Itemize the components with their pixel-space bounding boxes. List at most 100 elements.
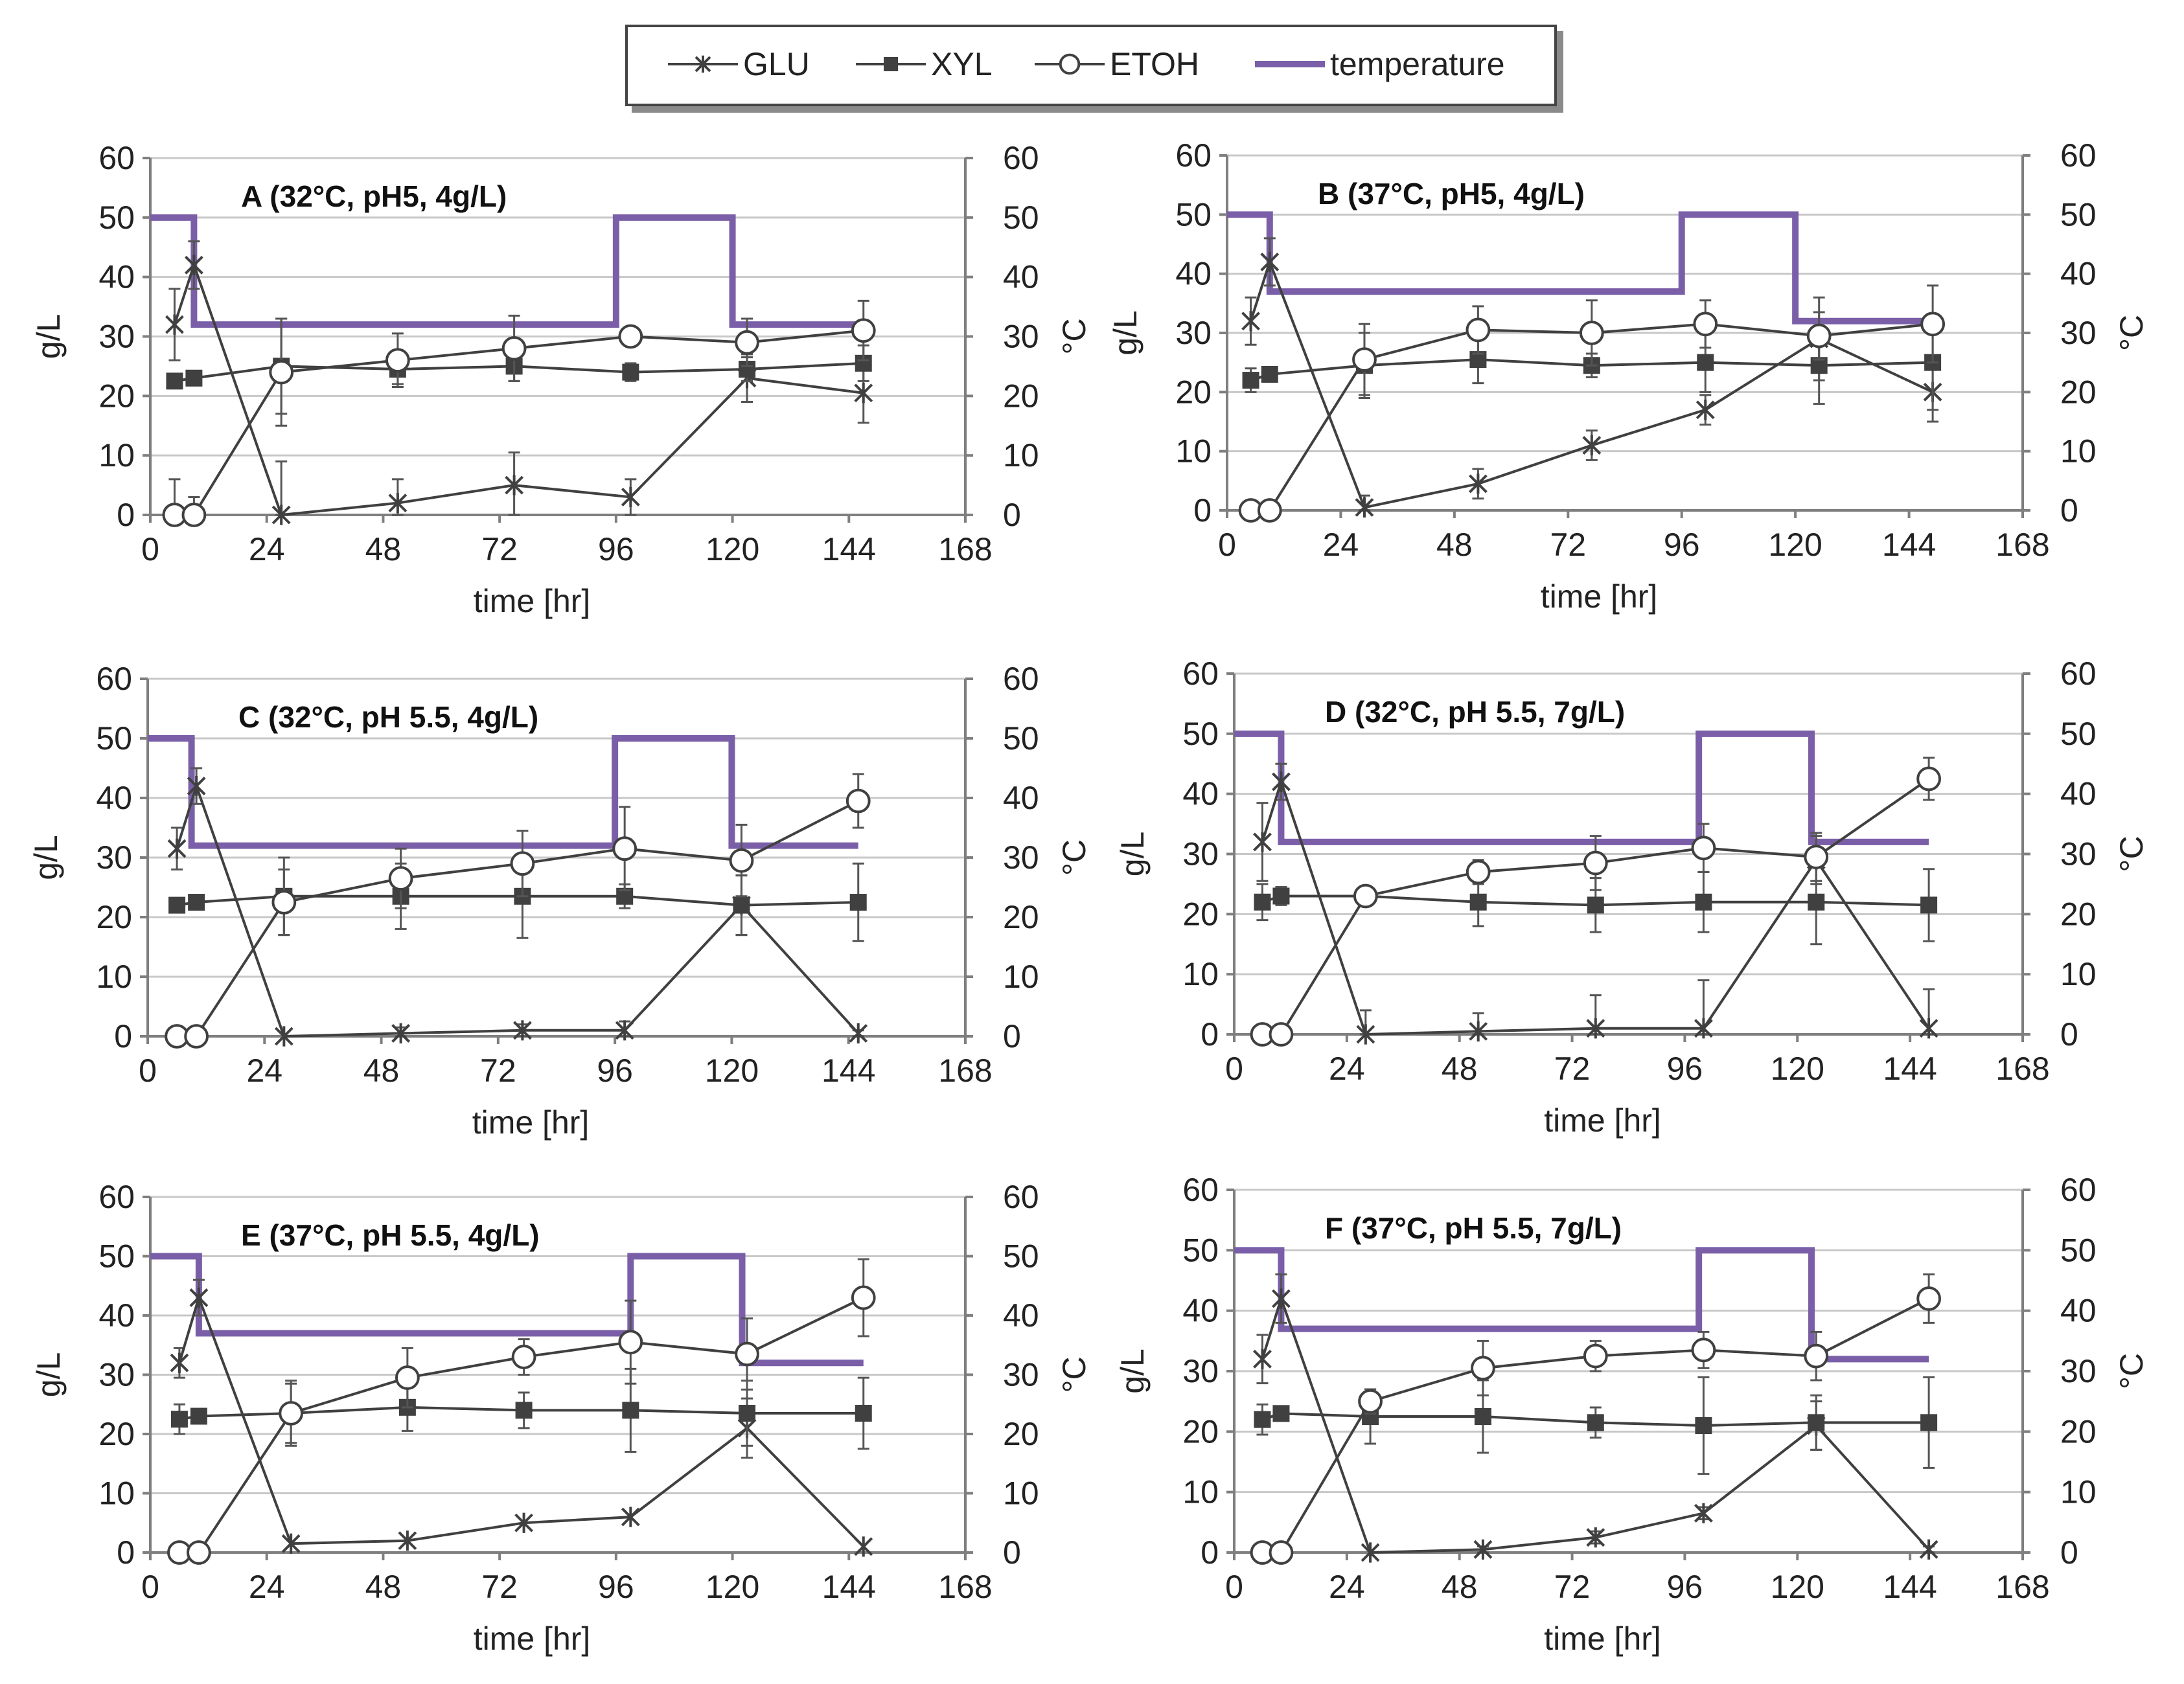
panel-d-ytick-label-left: 30 [1182, 836, 1219, 872]
panel-a-glu-point [388, 493, 408, 514]
panel-f-ytick-label-right: 20 [2060, 1413, 2097, 1450]
chart-legend: GLU XYL ETOH temperature [625, 25, 1557, 106]
panel-e-etoh-point [279, 1401, 304, 1426]
panel-b-xtick-label: 120 [1768, 527, 1822, 563]
panel-d-temperature-line [1234, 730, 1929, 845]
panel-c-xyl-point [188, 894, 205, 911]
panel-d-glu-line [1261, 777, 1930, 1036]
panel-d-xtick-label: 120 [1771, 1051, 1824, 1087]
panel-e-xyl-line [179, 1405, 864, 1421]
panel-c-glu-line [176, 782, 860, 1038]
panel-a-etoh-line [174, 329, 864, 516]
panel-a-glu-point [165, 314, 184, 335]
panel-e-xyl-point [515, 1402, 533, 1419]
panel-a-xtick-label: 24 [249, 531, 285, 567]
panel-b-etoh-line [1250, 323, 1933, 512]
panel-c-ytick-label-right: 40 [1003, 780, 1039, 816]
panel-e-ylabel: g/L [30, 1352, 67, 1398]
panel-d-xyl-line [1261, 894, 1929, 907]
panel-a-y2label: °C [1056, 318, 1092, 354]
panel-e-glu-point [854, 1536, 873, 1557]
panel-c-ylabel: g/L [28, 835, 64, 880]
panel-b-y2label: °C [2113, 315, 2150, 351]
panel-f-ytick-label-right: 0 [2060, 1534, 2078, 1571]
panel-f-title: F (37°C, pH 5.5, 7g/L) [1325, 1211, 1622, 1245]
panel-e-xtick-label: 24 [249, 1569, 285, 1605]
panel-b-ytick-label-left: 10 [1175, 433, 1212, 470]
panel-c-ytick-label-left: 50 [96, 720, 132, 757]
panel-a-ytick-label-right: 60 [1003, 140, 1039, 176]
panel-d-ytick-label-right: 40 [2060, 776, 2097, 812]
panel-f-glu-point [1361, 1542, 1380, 1563]
panel-e-xyl-point [170, 1411, 188, 1428]
panel-c-glu-point [391, 1023, 411, 1043]
panel-a-xtick-label: 168 [938, 531, 992, 567]
panel-c-glu-point [167, 838, 187, 859]
panel-d-xyl-point [1587, 896, 1604, 914]
panel-a-glu-line [173, 261, 864, 517]
panel-f-xyl-line [1261, 1412, 1929, 1428]
panel-f-ytick-label-right: 60 [2060, 1172, 2097, 1208]
panel-d-etoh-point [1583, 850, 1608, 876]
panel-d-ytick-label-left: 0 [1201, 1016, 1219, 1052]
panel-d-xlabel: time [hr] [1544, 1102, 1661, 1139]
panel-f-etoh-point [1691, 1337, 1716, 1363]
panel-d-ytick-label-right: 30 [2060, 836, 2097, 872]
panel-d-glu-point [1253, 832, 1272, 852]
panel-a-title: A (32°C, pH5, 4g/L) [241, 179, 507, 213]
panel-b-etoh-point [1257, 498, 1282, 523]
panel-f-temperature-line [1234, 1247, 1929, 1363]
panel-f-xyl-point [1587, 1414, 1604, 1431]
panel-e-etoh-point [735, 1341, 759, 1367]
panel-d-glu-point [1469, 1021, 1488, 1041]
panel-d-glu-point [1586, 1018, 1605, 1039]
panel-b-xtick-label: 72 [1550, 527, 1586, 563]
panel-e-xyl-point [739, 1404, 756, 1422]
panel-c-ytick-label-left: 40 [96, 780, 132, 816]
panel-a-ytick-label-right: 0 [1003, 497, 1021, 533]
panel-a-etoh-point [501, 336, 527, 361]
panel-f-ytick-label-left: 20 [1182, 1413, 1219, 1450]
panel-f-etoh-point [1358, 1389, 1383, 1414]
panel-e-title: E (37°C, pH 5.5, 4g/L) [241, 1218, 540, 1252]
panel-d-ytick-label-left: 10 [1182, 956, 1219, 992]
panel-b-etoh-point [1466, 317, 1491, 343]
panel-b-ytick-label-left: 30 [1175, 315, 1212, 351]
panel-d-xtick-label: 72 [1554, 1051, 1591, 1087]
panel-c-etoh-point [271, 890, 297, 915]
panel-b-ytick-label-right: 30 [2060, 315, 2097, 351]
panel-f-xtick-label: 72 [1554, 1569, 1591, 1605]
panel-f-etoh-point [1471, 1356, 1495, 1381]
panel-b-etoh-point [1920, 312, 1946, 337]
panel-c-xyl-point [733, 896, 750, 914]
panel-f-xyl-point [1695, 1417, 1712, 1434]
panel-c-ytick-label-left: 30 [96, 839, 132, 876]
panel-a-ytick-label-left: 40 [98, 259, 135, 295]
panel-c-glu-point [615, 1020, 634, 1041]
panel-a-glu-point [271, 505, 291, 525]
panel-d-xyl-point [1695, 893, 1712, 911]
panel-c-glu-point [513, 1020, 532, 1041]
legend-xyl-marker [884, 57, 898, 71]
panel-a-glu-point [184, 255, 203, 275]
panel-e-glu-point [281, 1533, 301, 1554]
panel-e-xtick-label: 0 [141, 1569, 159, 1605]
panel-c-xlabel: time [hr] [472, 1104, 590, 1141]
panel-f-xyl-point [1272, 1405, 1290, 1422]
panel-f-xyl-point [1254, 1411, 1271, 1428]
panel-b-xtick-label: 0 [1218, 527, 1236, 563]
panel-e-glu-point [189, 1287, 209, 1308]
panel-a-ytick-label-right: 30 [1003, 319, 1039, 355]
panel-f-xtick-label: 120 [1771, 1569, 1824, 1605]
panel-e-xtick-label: 168 [938, 1569, 992, 1605]
panel-b-ytick-label-left: 40 [1175, 256, 1212, 292]
panel-f-etoh-point [1269, 1540, 1294, 1565]
panel-d-glu-point [1356, 1024, 1375, 1045]
panel-d-xtick-label: 24 [1329, 1051, 1365, 1087]
panel-b-xtick-label: 48 [1436, 527, 1473, 563]
panel-b-ytick-label-right: 60 [2060, 137, 2097, 174]
panel-d-glu-point [1272, 771, 1291, 792]
panel-b-ytick-label-right: 0 [2060, 492, 2078, 529]
